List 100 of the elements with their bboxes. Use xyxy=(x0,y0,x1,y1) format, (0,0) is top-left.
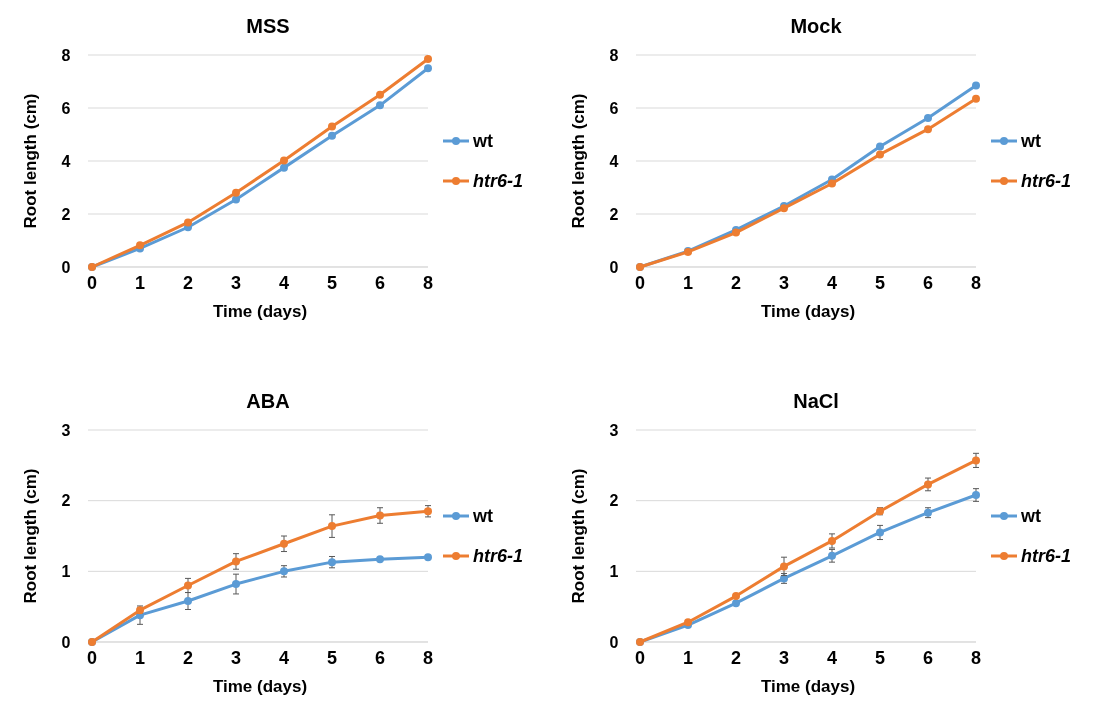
legend-label: wt xyxy=(1020,506,1041,527)
y-tick-label: 2 xyxy=(609,205,619,223)
y-axis-title: Root length (cm) xyxy=(21,93,40,229)
y-tick-label: 6 xyxy=(61,99,71,117)
point xyxy=(828,179,836,188)
point xyxy=(184,218,192,227)
point xyxy=(280,156,288,165)
legend-label: htr6-1 xyxy=(473,546,524,567)
point xyxy=(876,142,884,151)
x-tick-label: 0 xyxy=(86,273,98,293)
x-tick-label: 6 xyxy=(374,648,386,668)
x-tick-label: 4 xyxy=(278,273,290,293)
x-tick-label: 4 xyxy=(826,273,838,293)
x-tick-label: 6 xyxy=(374,273,386,293)
legend-label: htr6-1 xyxy=(1021,546,1072,567)
point xyxy=(232,557,240,566)
point xyxy=(732,599,740,608)
x-tick-label: 1 xyxy=(682,648,694,668)
y-tick-label: 8 xyxy=(609,46,619,64)
x-tick-label: 8 xyxy=(970,648,982,668)
x-tick-label: 1 xyxy=(134,648,146,668)
legend-label: wt xyxy=(1020,131,1041,152)
y-tick-label: 2 xyxy=(61,492,71,510)
point xyxy=(184,597,192,606)
point xyxy=(328,522,336,531)
x-tick-label: 2 xyxy=(182,273,194,293)
y-tick-label: 1 xyxy=(609,562,619,580)
x-tick-label: 2 xyxy=(182,648,194,668)
point xyxy=(376,101,384,110)
y-axis-title: Root length (cm) xyxy=(569,468,588,604)
point xyxy=(280,163,288,172)
point xyxy=(924,125,932,134)
x-tick-label: 5 xyxy=(874,273,886,293)
point xyxy=(424,54,432,63)
chart-title: Mock xyxy=(790,15,843,37)
point xyxy=(424,553,432,562)
point xyxy=(232,580,240,589)
point xyxy=(328,122,336,131)
x-axis-title: Time (days) xyxy=(212,302,308,321)
x-tick-label: 0 xyxy=(634,648,646,668)
x-tick-label: 2 xyxy=(730,273,742,293)
x-tick-label: 4 xyxy=(826,648,838,668)
y-tick-label: 0 xyxy=(609,633,619,651)
y-tick-label: 0 xyxy=(609,258,619,276)
chart-title: NaCl xyxy=(793,390,839,412)
x-tick-label: 5 xyxy=(326,273,338,293)
point xyxy=(280,539,288,548)
y-tick-label: 4 xyxy=(61,152,71,170)
x-tick-label: 3 xyxy=(230,648,242,668)
point xyxy=(376,90,384,99)
chart-title: ABA xyxy=(246,390,290,412)
point xyxy=(376,511,384,520)
x-tick-label: 8 xyxy=(970,273,982,293)
x-tick-label: 1 xyxy=(134,273,146,293)
x-axis-title: Time (days) xyxy=(212,677,308,696)
legend-label: wt xyxy=(472,506,493,527)
point xyxy=(232,188,240,197)
y-axis-title: Root length (cm) xyxy=(21,468,40,604)
point xyxy=(424,64,432,73)
x-tick-label: 1 xyxy=(682,273,694,293)
x-tick-label: 3 xyxy=(230,273,242,293)
x-tick-label: 8 xyxy=(422,273,434,293)
point xyxy=(732,592,740,601)
legend-label: htr6-1 xyxy=(1021,171,1072,192)
y-tick-label: 0 xyxy=(61,258,71,276)
legend-label: wt xyxy=(472,131,493,152)
point xyxy=(972,94,980,103)
x-tick-label: 6 xyxy=(922,648,934,668)
point xyxy=(828,536,836,545)
point xyxy=(876,150,884,159)
x-tick-label: 5 xyxy=(874,648,886,668)
x-tick-label: 6 xyxy=(922,273,934,293)
y-tick-label: 2 xyxy=(61,205,71,223)
point xyxy=(972,456,980,465)
y-tick-label: 3 xyxy=(61,421,71,439)
x-tick-label: 5 xyxy=(326,648,338,668)
x-axis-title: Time (days) xyxy=(760,677,856,696)
x-tick-label: 0 xyxy=(634,273,646,293)
legend-label: htr6-1 xyxy=(473,171,524,192)
x-tick-label: 4 xyxy=(278,648,290,668)
x-tick-label: 3 xyxy=(778,273,790,293)
point xyxy=(972,81,980,90)
y-tick-label: 1 xyxy=(61,562,71,580)
y-axis-title: Root length (cm) xyxy=(569,93,588,229)
point xyxy=(184,581,192,590)
x-tick-label: 0 xyxy=(86,648,98,668)
x-tick-label: 8 xyxy=(422,648,434,668)
point xyxy=(376,555,384,564)
point xyxy=(924,114,932,123)
y-tick-label: 3 xyxy=(609,421,619,439)
y-tick-label: 6 xyxy=(609,99,619,117)
y-tick-label: 0 xyxy=(61,633,71,651)
y-tick-label: 8 xyxy=(61,46,71,64)
point xyxy=(328,131,336,140)
x-tick-label: 3 xyxy=(778,648,790,668)
point xyxy=(876,528,884,537)
y-tick-label: 4 xyxy=(609,152,619,170)
chart-title: MSS xyxy=(246,15,290,37)
y-tick-label: 2 xyxy=(609,492,619,510)
x-tick-label: 2 xyxy=(730,648,742,668)
